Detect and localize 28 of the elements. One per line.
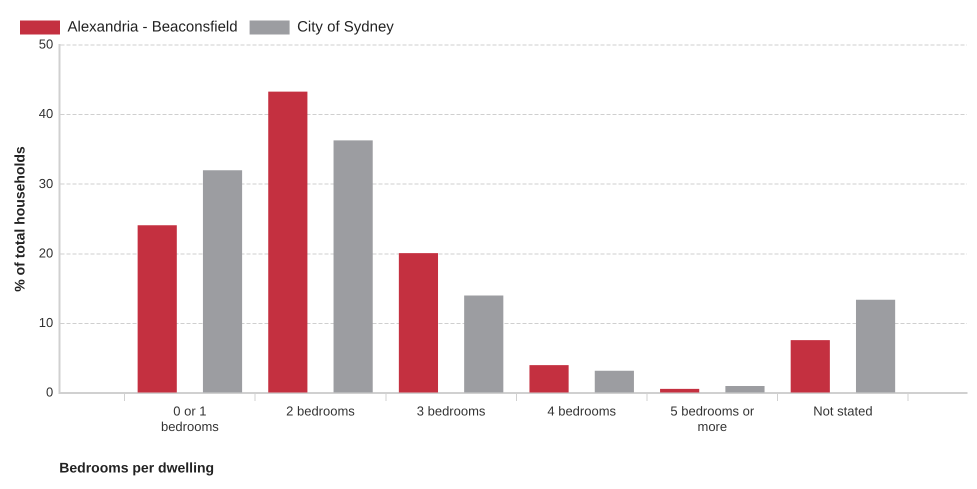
bar [594,370,634,392]
x-tick-label: 4 bedrooms [547,403,617,418]
bar [202,170,242,392]
y-tick-label: 0 [46,384,54,400]
x-axis-title: Bedrooms per dwelling [59,459,214,476]
x-tick-label: 3 bedrooms [416,403,486,418]
y-axis-title: % of total households [11,146,28,292]
bar [268,92,308,392]
x-tick-label: Not stated [813,403,873,418]
y-tick-label: 50 [38,36,54,52]
x-tick-label: 0 or 1 bedrooms [160,403,220,434]
bar [790,340,830,392]
bar [725,386,765,392]
y-tick-label: 40 [38,106,54,122]
y-tick-label: 20 [38,245,54,260]
bar [464,296,504,392]
bar [529,365,569,392]
bar [660,388,700,392]
bar [138,225,177,392]
y-tick-label: 30 [38,176,54,191]
y-tick-label: 10 [38,314,54,330]
legend-label: Alexandria - Beaconsfield [68,18,238,36]
legend-label: City of Sydney [297,18,394,36]
bar [856,300,896,392]
x-tick-label: 2 bedrooms [286,403,356,418]
bar [398,253,438,392]
bar [334,140,373,392]
x-tick-label: 5 bedrooms or more [670,403,755,434]
